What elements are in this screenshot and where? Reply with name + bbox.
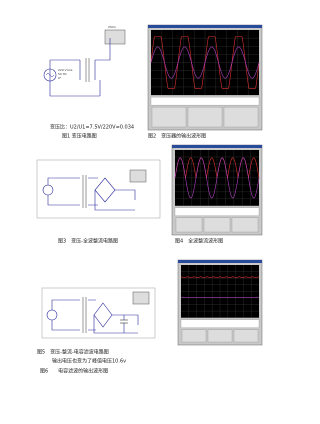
source-label: 0° xyxy=(58,76,62,80)
title-bar xyxy=(178,260,262,263)
control-panel xyxy=(187,106,223,128)
oscilloscope-3 xyxy=(177,259,263,346)
control-panel xyxy=(207,329,233,343)
caption: 图2 变压器的输出波形图 xyxy=(148,133,206,140)
title-bar xyxy=(148,25,262,28)
trace xyxy=(174,157,260,199)
caption: 图5 变压-整流-电容滤波电路图 xyxy=(37,349,109,356)
readout xyxy=(180,319,260,328)
source-label: 220 Vrms xyxy=(58,68,73,72)
circuit-1: XSC1 220 Vrms 50 Hz 0° xyxy=(43,25,126,97)
control-panel xyxy=(151,106,187,128)
caption: 图6 电容滤波的输出波形图 xyxy=(40,368,108,375)
caption: 图4 全波整流波形图 xyxy=(175,238,223,245)
ratio-text: 变压比：U2/U1=7.5V/220V=0.034 xyxy=(50,124,134,131)
circuit-3 xyxy=(36,159,161,219)
source-label: 50 Hz xyxy=(58,72,67,76)
control-panel xyxy=(223,106,259,128)
caption: 图3 变压-全波整流电路图 xyxy=(58,238,118,245)
title-bar xyxy=(172,145,262,148)
caption: 图1 变压电路图 xyxy=(62,133,97,140)
control-panel xyxy=(203,217,231,233)
control-panel xyxy=(231,217,259,233)
trace xyxy=(180,276,260,278)
document: XSC1 220 Vrms 50 Hz 0° 变压比：U2/U1=7.5V/22… xyxy=(36,24,263,375)
control-panel xyxy=(175,217,203,233)
scope-label: XSC1 xyxy=(108,25,116,29)
trace xyxy=(150,46,260,79)
note: 输出电压也变为了峰值电压10.6v xyxy=(52,358,126,365)
oscilloscope-2 xyxy=(171,144,263,236)
oscilloscope-1 xyxy=(147,24,263,131)
circuit-5 xyxy=(41,287,156,339)
readout xyxy=(150,96,260,106)
control-panel xyxy=(233,329,259,343)
readout xyxy=(174,207,260,216)
control-panel xyxy=(181,329,207,343)
